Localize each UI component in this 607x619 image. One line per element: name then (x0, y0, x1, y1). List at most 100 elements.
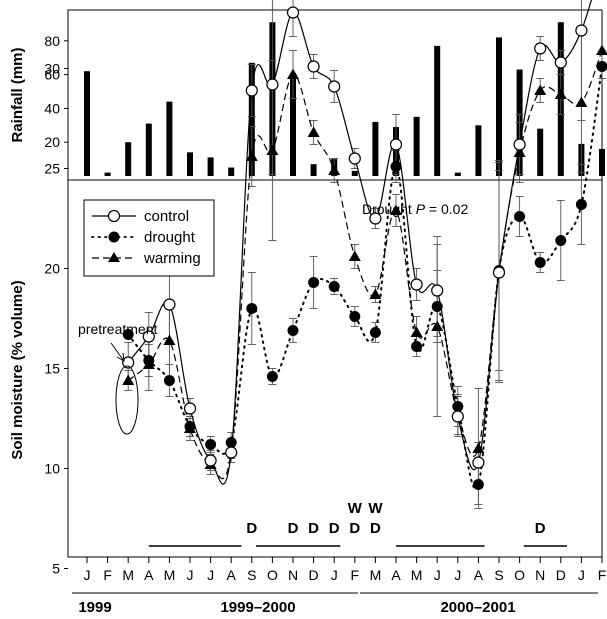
drought-p-italic: P (416, 201, 426, 217)
open-circle-icon (107, 209, 121, 223)
month-tick-label: S (247, 567, 256, 583)
drought-point (555, 235, 567, 246)
filled-triangle-icon (108, 252, 120, 262)
control-point (492, 266, 506, 279)
warming-point (472, 442, 485, 453)
month-tick-label: D (309, 567, 319, 583)
control-point (183, 402, 197, 415)
warming-point (307, 126, 320, 137)
drought-point (349, 311, 361, 322)
control-point (348, 152, 361, 165)
pretreatment-arrowhead (116, 352, 125, 362)
warming-point (163, 334, 176, 345)
soil-moisture-axis-title: Soil moisture (% volume) (9, 280, 26, 459)
soil-y-tick-label: 25 (44, 161, 60, 177)
rainfall-bar (166, 101, 173, 176)
rainfall-bar (351, 170, 358, 176)
control-point (286, 6, 300, 19)
drought-point (575, 199, 587, 210)
drought-point (266, 371, 278, 382)
control-point (142, 330, 155, 343)
rainfall-bar (434, 45, 441, 177)
rainfall-bar (413, 116, 420, 176)
month-tick-label: M (122, 567, 134, 583)
drought-point (122, 329, 134, 340)
month-tick-label: S (494, 567, 503, 583)
period-label-2000-2001: 2000–2001 (440, 599, 515, 616)
month-tick-label: A (391, 567, 401, 583)
month-tick-label: N (535, 567, 545, 583)
month-tick-label: F (351, 567, 360, 583)
soil-y-tick-label: 15 (44, 361, 60, 377)
pretreatment-annotation: pretreatment (78, 321, 157, 435)
warming-point (287, 68, 299, 79)
warming-point (554, 88, 567, 99)
drought-point (369, 327, 381, 338)
significance-label: W (368, 500, 383, 517)
control-point (554, 56, 567, 69)
series-line-control (127, 0, 593, 485)
month-tick-label: O (267, 567, 278, 583)
control-point (389, 138, 403, 151)
soil-moisture-panel: 5101520253035 JFMAMJJASONDJFMAMJJASONDJF… (9, 0, 607, 616)
drought-point (225, 437, 237, 448)
drought-p-annotation: Drought P = 0.02 (362, 201, 468, 217)
series-line-drought (127, 65, 603, 490)
rainfall-bar (372, 121, 379, 176)
soil-y-tick-label: 5 (52, 561, 60, 577)
month-tick-label: N (288, 567, 298, 583)
drought-point (472, 479, 484, 490)
control-point (451, 410, 464, 423)
significance-label: D (288, 520, 299, 537)
rainfall-bar (207, 157, 214, 176)
rainfall-y-tick-label: 20 (44, 134, 60, 150)
control-point (204, 454, 217, 467)
month-tick-label: O (514, 567, 525, 583)
soil-y-tick-label: 20 (44, 261, 60, 277)
pretreatment-ellipse (115, 365, 139, 435)
significance-label: D (535, 520, 546, 537)
significance-label: D (246, 520, 257, 537)
warming-point (266, 144, 279, 155)
drought-point (184, 421, 196, 432)
legend: control drought warming (83, 199, 215, 277)
significance-label: D (370, 520, 381, 537)
rainfall-bar (228, 167, 235, 176)
legend-item-warming: warming (92, 250, 201, 267)
month-tick-label: F (103, 567, 112, 583)
rainfall-y-tick-label: 60 (44, 67, 60, 83)
month-tick-label: J (84, 567, 91, 583)
warming-point (596, 44, 607, 55)
drought-point (596, 61, 607, 72)
rainfall-bar (475, 125, 482, 176)
filled-circle-icon (108, 231, 120, 243)
control-point (225, 446, 238, 459)
drought-point (411, 341, 423, 352)
soil-y-tick-label: 10 (44, 461, 60, 477)
month-tick-label: J (207, 567, 214, 583)
rainfall-bar (496, 37, 502, 176)
warming-point (348, 250, 361, 261)
drought-point (431, 301, 443, 312)
month-tick-label: J (331, 567, 338, 583)
control-point (266, 78, 279, 91)
rainfall-y-tick-label: 40 (44, 100, 60, 116)
rainfall-y-axis: 20 40 60 80 (44, 33, 68, 150)
pretreatment-arrow (110, 342, 125, 362)
pretreatment-label: pretreatment (78, 321, 157, 337)
warming-point (575, 96, 588, 107)
rainfall-bar (145, 123, 152, 176)
rainfall-bar (537, 128, 544, 176)
month-tick-label: A (227, 567, 237, 583)
control-point (534, 42, 547, 55)
period-labels: 1999 1999–2000 2000–2001 (72, 592, 598, 616)
warming-point (534, 84, 547, 95)
drought-point (205, 439, 217, 450)
series-line-warming (127, 50, 603, 480)
control-point (163, 298, 176, 311)
control-point (122, 356, 135, 369)
drought-point (390, 161, 402, 172)
warming-point (122, 374, 135, 385)
control-point (472, 456, 485, 469)
